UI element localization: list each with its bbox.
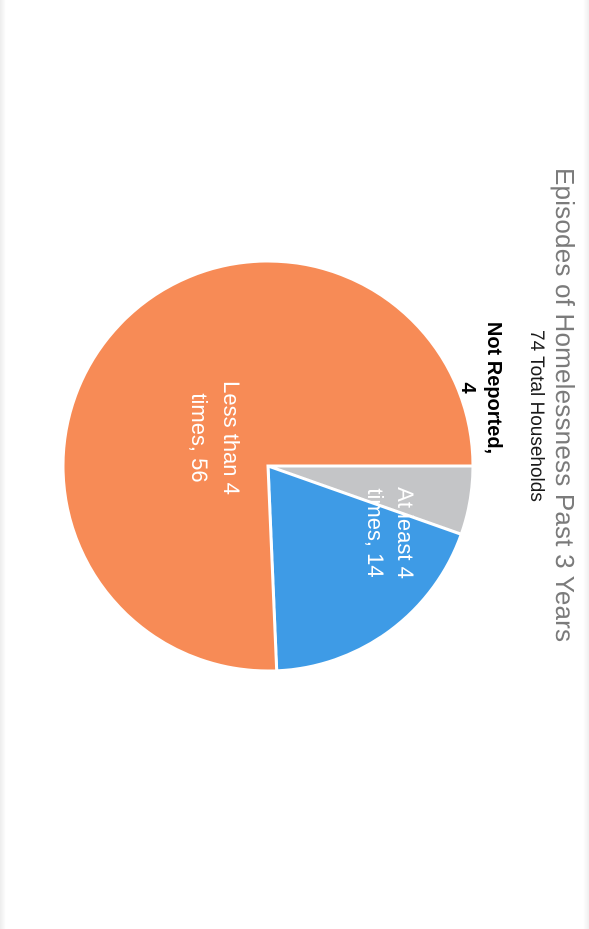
pie-slice-1: [266, 463, 464, 673]
slice-label-0: Not Reported,4: [457, 322, 505, 454]
scan-shadow-right: [583, 0, 589, 929]
slice-label-2: Less than 4times, 56: [187, 381, 244, 495]
slice-label-1: At least 4times, 14: [363, 487, 418, 579]
pie-slice-2: [61, 259, 475, 673]
scan-shadow-left: [0, 0, 6, 929]
